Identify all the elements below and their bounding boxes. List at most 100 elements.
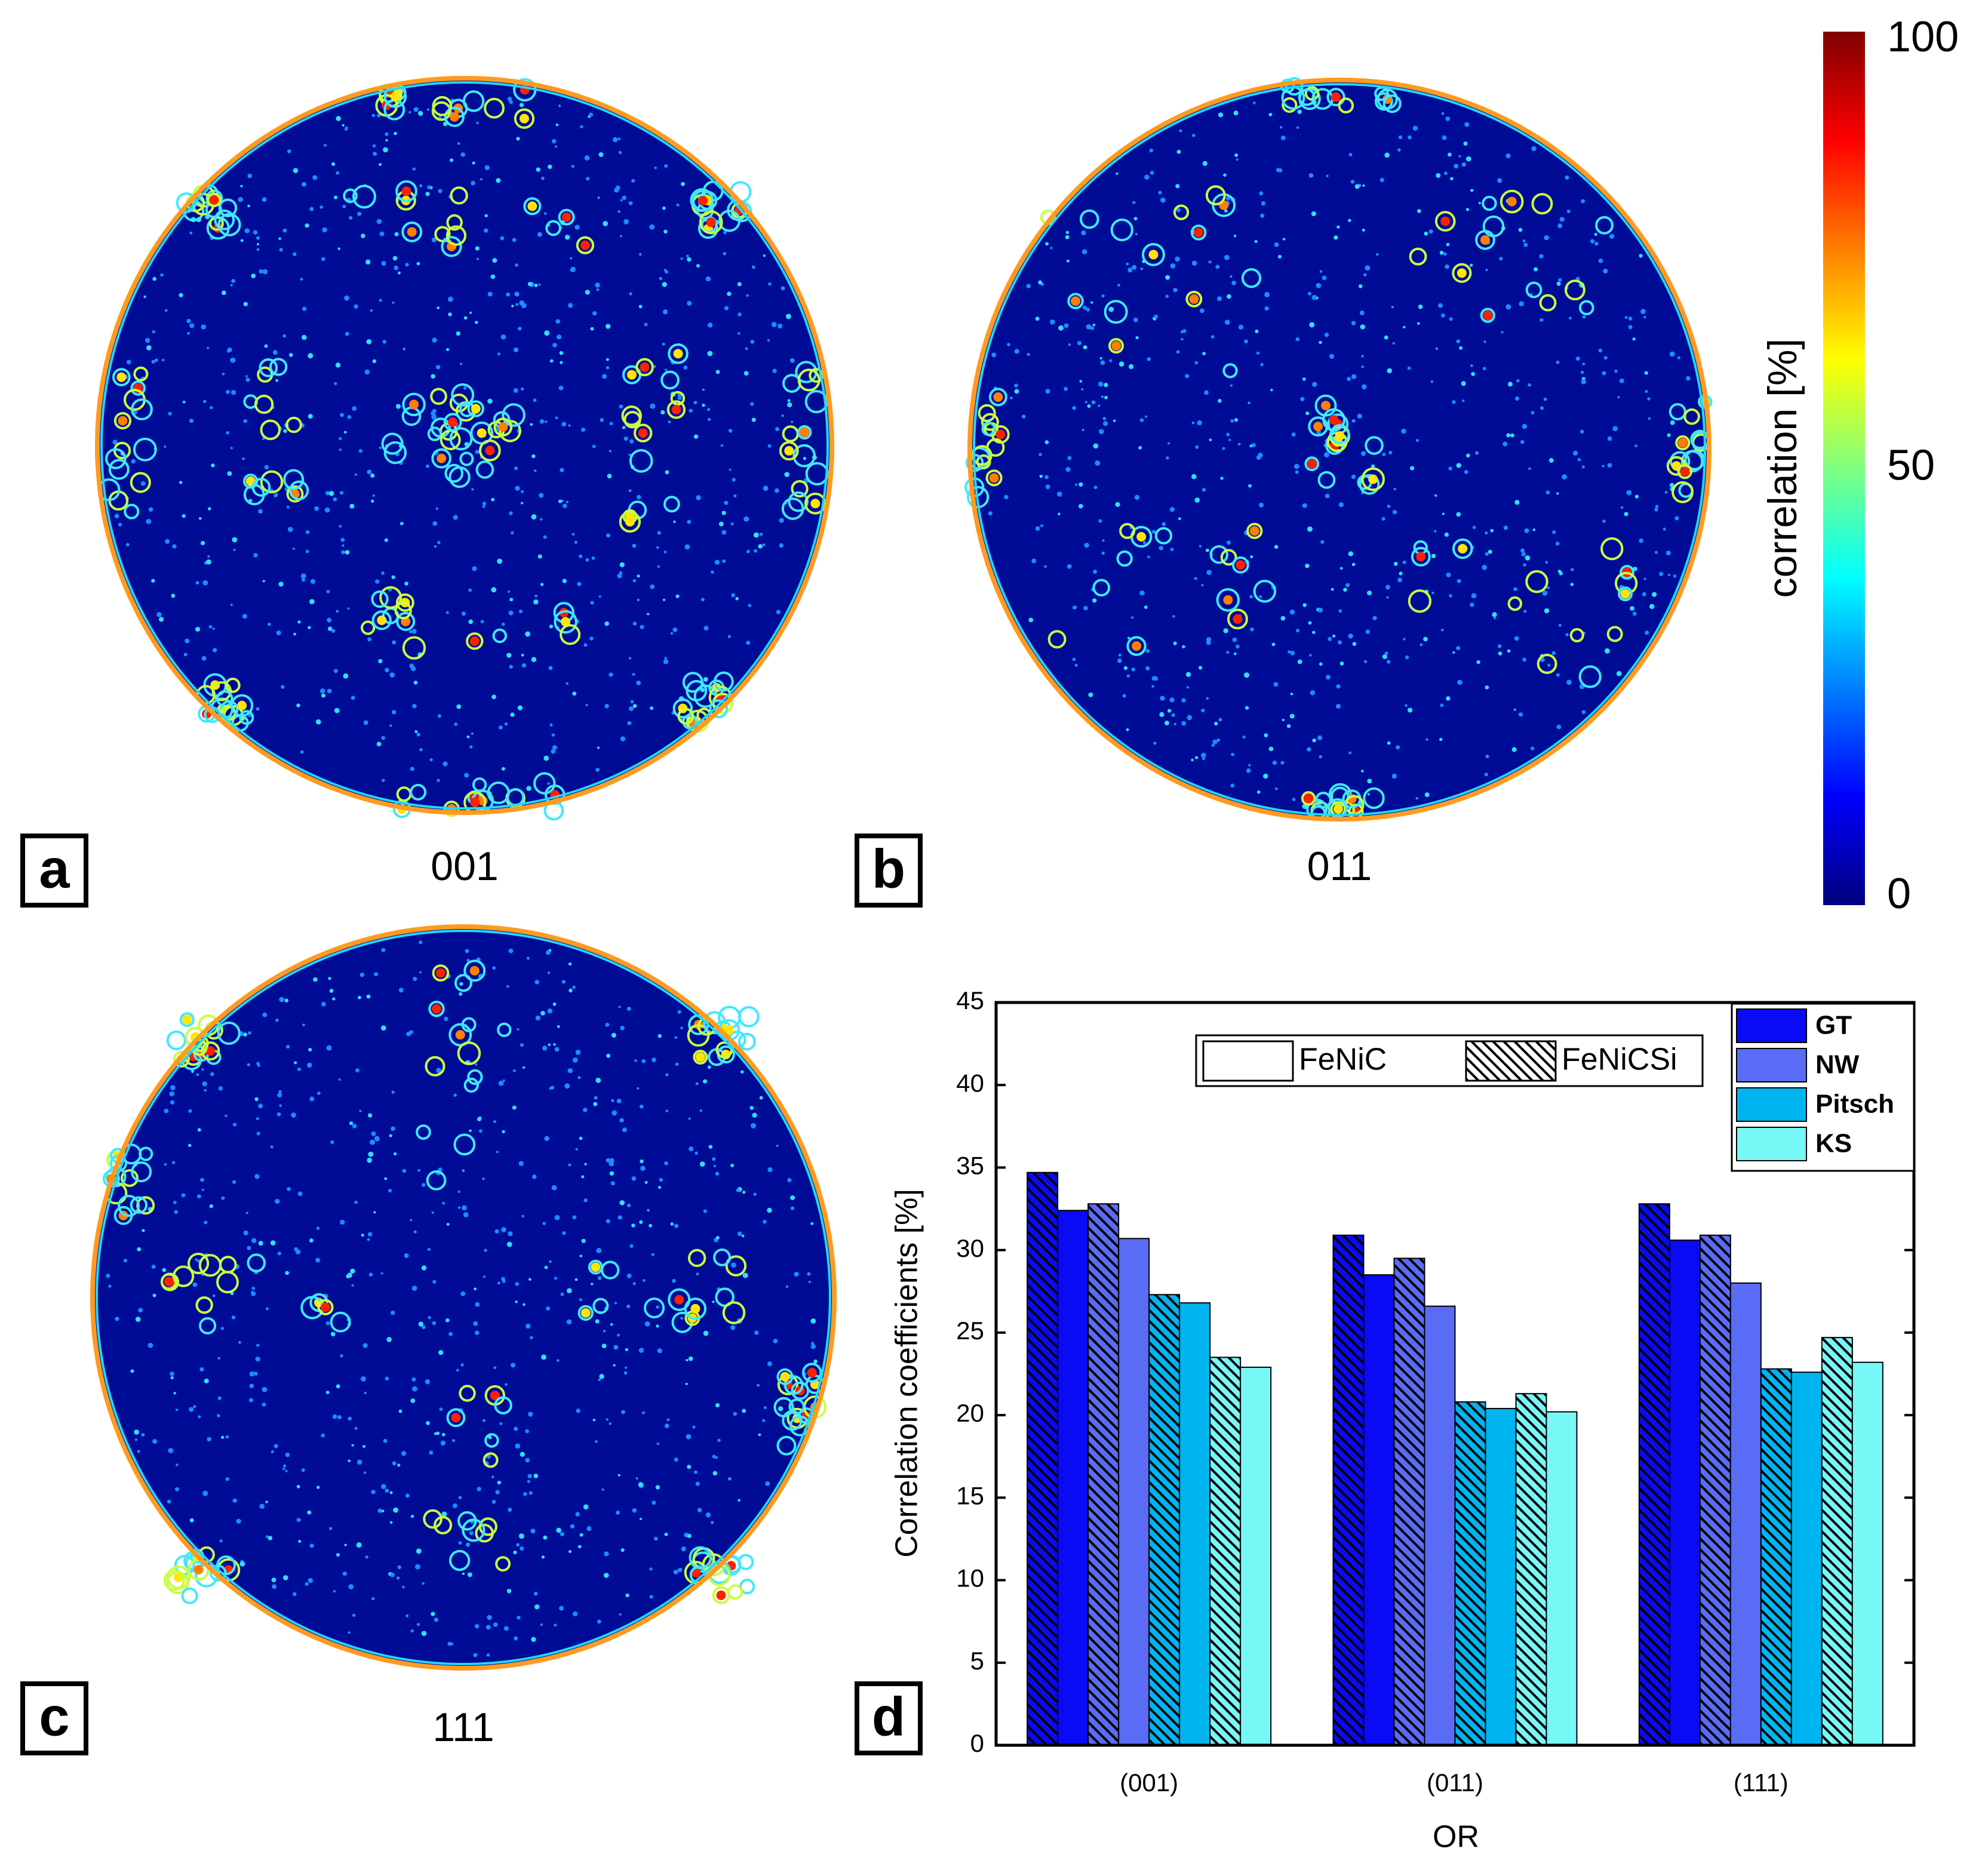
noise-dot bbox=[617, 1474, 620, 1477]
noise-dot bbox=[480, 620, 484, 624]
noise-dot bbox=[1274, 545, 1279, 549]
noise-dot bbox=[519, 300, 525, 306]
noise-dot bbox=[333, 1590, 336, 1593]
noise-dot bbox=[566, 1319, 572, 1325]
noise-dot bbox=[1092, 598, 1097, 603]
noise-dot bbox=[498, 1080, 504, 1086]
noise-dot bbox=[469, 311, 472, 314]
noise-dot bbox=[762, 1419, 766, 1422]
plot-frame bbox=[994, 1001, 1916, 1747]
hotspot bbox=[800, 428, 810, 438]
noise-dot bbox=[1367, 793, 1370, 796]
noise-dot bbox=[421, 1183, 426, 1187]
noise-dot bbox=[1293, 463, 1299, 469]
noise-dot bbox=[351, 1444, 354, 1447]
noise-dot bbox=[431, 237, 437, 243]
noise-dot bbox=[366, 994, 371, 999]
noise-dot bbox=[1302, 377, 1306, 381]
noise-dot bbox=[1462, 399, 1465, 402]
noise-dot bbox=[1345, 583, 1350, 588]
noise-dot bbox=[384, 1177, 388, 1180]
noise-dot bbox=[428, 1316, 431, 1320]
noise-dot bbox=[1338, 640, 1342, 645]
noise-dot bbox=[308, 353, 314, 359]
noise-dot bbox=[551, 139, 557, 144]
noise-dot bbox=[506, 1241, 512, 1247]
noise-dot bbox=[735, 596, 739, 601]
hotspot-ring bbox=[179, 1012, 195, 1028]
noise-dot bbox=[173, 1392, 176, 1395]
hotspot-ring bbox=[217, 213, 241, 236]
noise-dot bbox=[570, 266, 576, 272]
noise-dot bbox=[1154, 314, 1159, 319]
noise-dot bbox=[429, 758, 433, 762]
noise-dot bbox=[1260, 362, 1264, 367]
noise-dot bbox=[1523, 242, 1528, 247]
hotspot-ring bbox=[443, 413, 462, 432]
noise-dot bbox=[606, 1418, 609, 1421]
noise-dot bbox=[385, 1376, 389, 1381]
noise-dot bbox=[368, 1113, 373, 1118]
hotspot-ring bbox=[317, 1299, 334, 1315]
noise-dot bbox=[1122, 694, 1126, 698]
noise-dot bbox=[471, 488, 474, 491]
noise-dot bbox=[1135, 233, 1138, 236]
noise-dot bbox=[520, 387, 524, 391]
noise-dot bbox=[1202, 488, 1206, 492]
hotspot bbox=[1680, 466, 1690, 476]
noise-dot bbox=[652, 1500, 656, 1505]
hotspot-ring bbox=[1154, 527, 1173, 545]
noise-dot bbox=[1187, 715, 1193, 721]
noise-dot bbox=[1520, 440, 1525, 444]
hotspot-ring bbox=[802, 1363, 822, 1383]
noise-dot bbox=[1261, 201, 1266, 206]
noise-dot bbox=[442, 1201, 445, 1205]
noise-dot bbox=[486, 1653, 490, 1657]
noise-dot bbox=[338, 1078, 341, 1081]
hotspot-ring bbox=[1409, 247, 1427, 266]
noise-dot bbox=[1206, 570, 1212, 576]
noise-dot bbox=[397, 1463, 401, 1467]
noise-dot bbox=[579, 1533, 583, 1537]
legend-swatch bbox=[1736, 1087, 1807, 1122]
noise-dot bbox=[626, 1203, 631, 1208]
noise-dot bbox=[319, 688, 325, 694]
noise-dot bbox=[345, 126, 348, 130]
noise-dot bbox=[1351, 321, 1356, 325]
noise-dot bbox=[359, 972, 365, 977]
noise-dot bbox=[309, 1096, 315, 1102]
noise-dot bbox=[1248, 484, 1252, 488]
noise-dot bbox=[1384, 335, 1388, 340]
noise-dot bbox=[1604, 648, 1610, 654]
noise-dot bbox=[570, 1524, 575, 1529]
noise-dot bbox=[236, 1518, 241, 1524]
noise-dot bbox=[366, 339, 372, 345]
hotspot bbox=[237, 700, 247, 711]
noise-dot bbox=[256, 1117, 259, 1121]
noise-dot bbox=[1551, 651, 1556, 656]
noise-dot bbox=[551, 749, 556, 754]
noise-dot bbox=[343, 673, 349, 679]
noise-dot bbox=[650, 584, 655, 589]
noise-dot bbox=[429, 1450, 434, 1455]
noise-dot bbox=[1428, 229, 1433, 234]
noise-dot bbox=[696, 1272, 699, 1276]
noise-dot bbox=[1514, 500, 1520, 505]
noise-dot bbox=[540, 1011, 545, 1016]
noise-dot bbox=[1050, 319, 1055, 325]
noise-dot bbox=[628, 657, 632, 660]
hotspot-ring bbox=[428, 1001, 445, 1017]
noise-dot bbox=[1418, 305, 1423, 309]
hotspot-ring bbox=[254, 394, 274, 414]
noise-dot bbox=[183, 653, 188, 657]
noise-dot bbox=[305, 530, 310, 534]
noise-dot bbox=[583, 1504, 589, 1510]
noise-dot bbox=[1244, 339, 1248, 344]
noise-dot bbox=[1626, 490, 1632, 496]
noise-dot bbox=[456, 331, 460, 336]
noise-dot bbox=[1431, 591, 1434, 595]
noise-dot bbox=[539, 493, 544, 498]
hotspot-ring bbox=[383, 441, 407, 465]
noise-dot bbox=[1007, 343, 1010, 346]
noise-dot bbox=[1505, 153, 1511, 159]
